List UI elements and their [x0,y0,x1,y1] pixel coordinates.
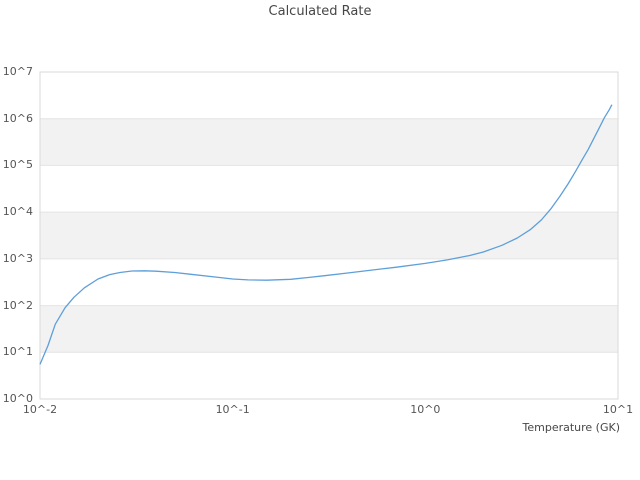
shaded-band [40,118,618,166]
y-tick-label: 10^6 [2,111,33,125]
x-tick-label: 10^-1 [215,403,250,416]
chart-title: Calculated Rate [268,4,372,19]
y-tick-label: 10^4 [2,205,33,219]
y-tick-label: 10^0 [2,392,33,405]
y-tick-label: 10^7 [2,65,33,78]
y-tick-label: 10^2 [2,298,33,312]
plot-bands [40,118,618,353]
y-tick-label: 10^3 [2,251,33,265]
y-tick-label: 10^5 [2,158,33,172]
plot-gridlines [40,118,618,353]
x-axis-label: Temperature (GK) [522,421,621,434]
shaded-band [40,305,618,353]
y-tick-label: 10^1 [2,345,33,359]
plot-border [39,71,619,400]
x-tick-label: 10^-2 [22,403,58,416]
rate-line-series [39,104,613,365]
shaded-band [40,212,618,259]
x-tick-label: 10^0 [410,403,441,416]
x-tick-label: 10^1 [602,403,634,416]
